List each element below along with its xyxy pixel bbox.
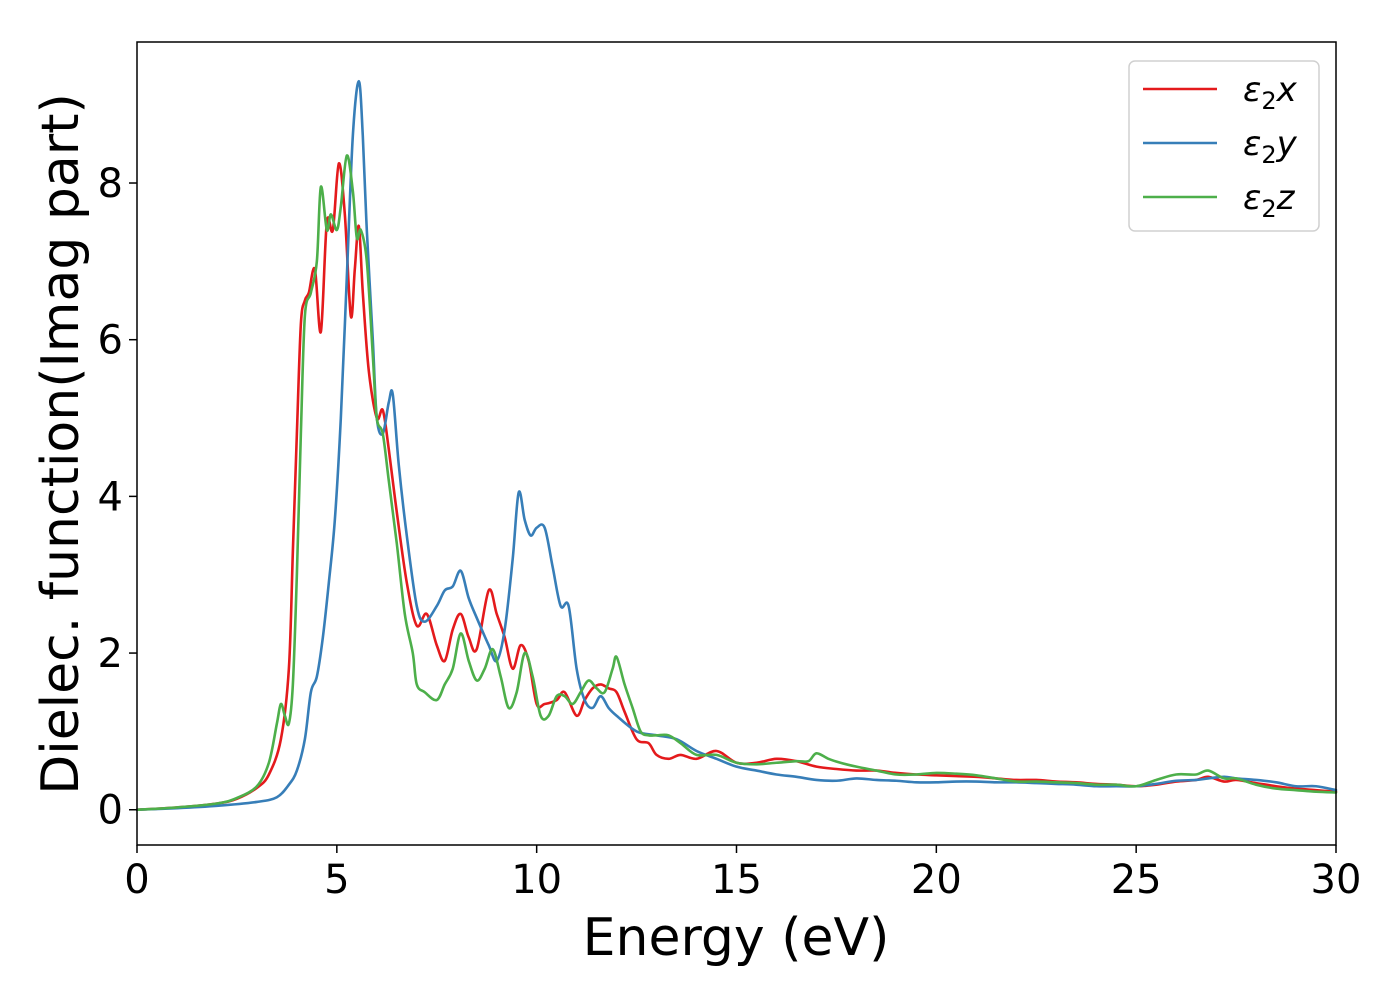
series-line-z bbox=[135, 154, 1338, 812]
y-tick-label: 2 bbox=[98, 631, 123, 677]
legend: ε2x ε2y ε2z bbox=[1128, 60, 1320, 232]
legend-label-z: ε2z bbox=[1243, 178, 1296, 223]
legend-label-y: ε2y bbox=[1243, 124, 1298, 169]
series-line-y bbox=[135, 79, 1338, 812]
legend-box bbox=[1128, 60, 1320, 232]
plot-lines bbox=[135, 79, 1338, 812]
y-tick-label: 0 bbox=[98, 788, 123, 834]
y-tick-label: 4 bbox=[98, 474, 123, 520]
x-tick-label: 10 bbox=[511, 857, 562, 903]
y-tick-label: 8 bbox=[98, 161, 123, 207]
y-axis-label: Dielec. function(Imag part) bbox=[31, 93, 91, 795]
legend-label-x: ε2x bbox=[1243, 70, 1298, 115]
axis-ticks: 0 5 10 15 20 25 30 0 2 4 6 8 bbox=[98, 161, 1362, 903]
x-axis-label: Energy (eV) bbox=[583, 908, 890, 968]
series-line-x bbox=[135, 162, 1338, 812]
x-tick-label: 30 bbox=[1311, 857, 1362, 903]
x-tick-label: 5 bbox=[324, 857, 349, 903]
x-tick-label: 20 bbox=[911, 857, 962, 903]
x-tick-label: 25 bbox=[1111, 857, 1162, 903]
y-tick-label: 6 bbox=[98, 318, 123, 364]
x-tick-label: 15 bbox=[711, 857, 762, 903]
x-tick-label: 0 bbox=[124, 857, 149, 903]
